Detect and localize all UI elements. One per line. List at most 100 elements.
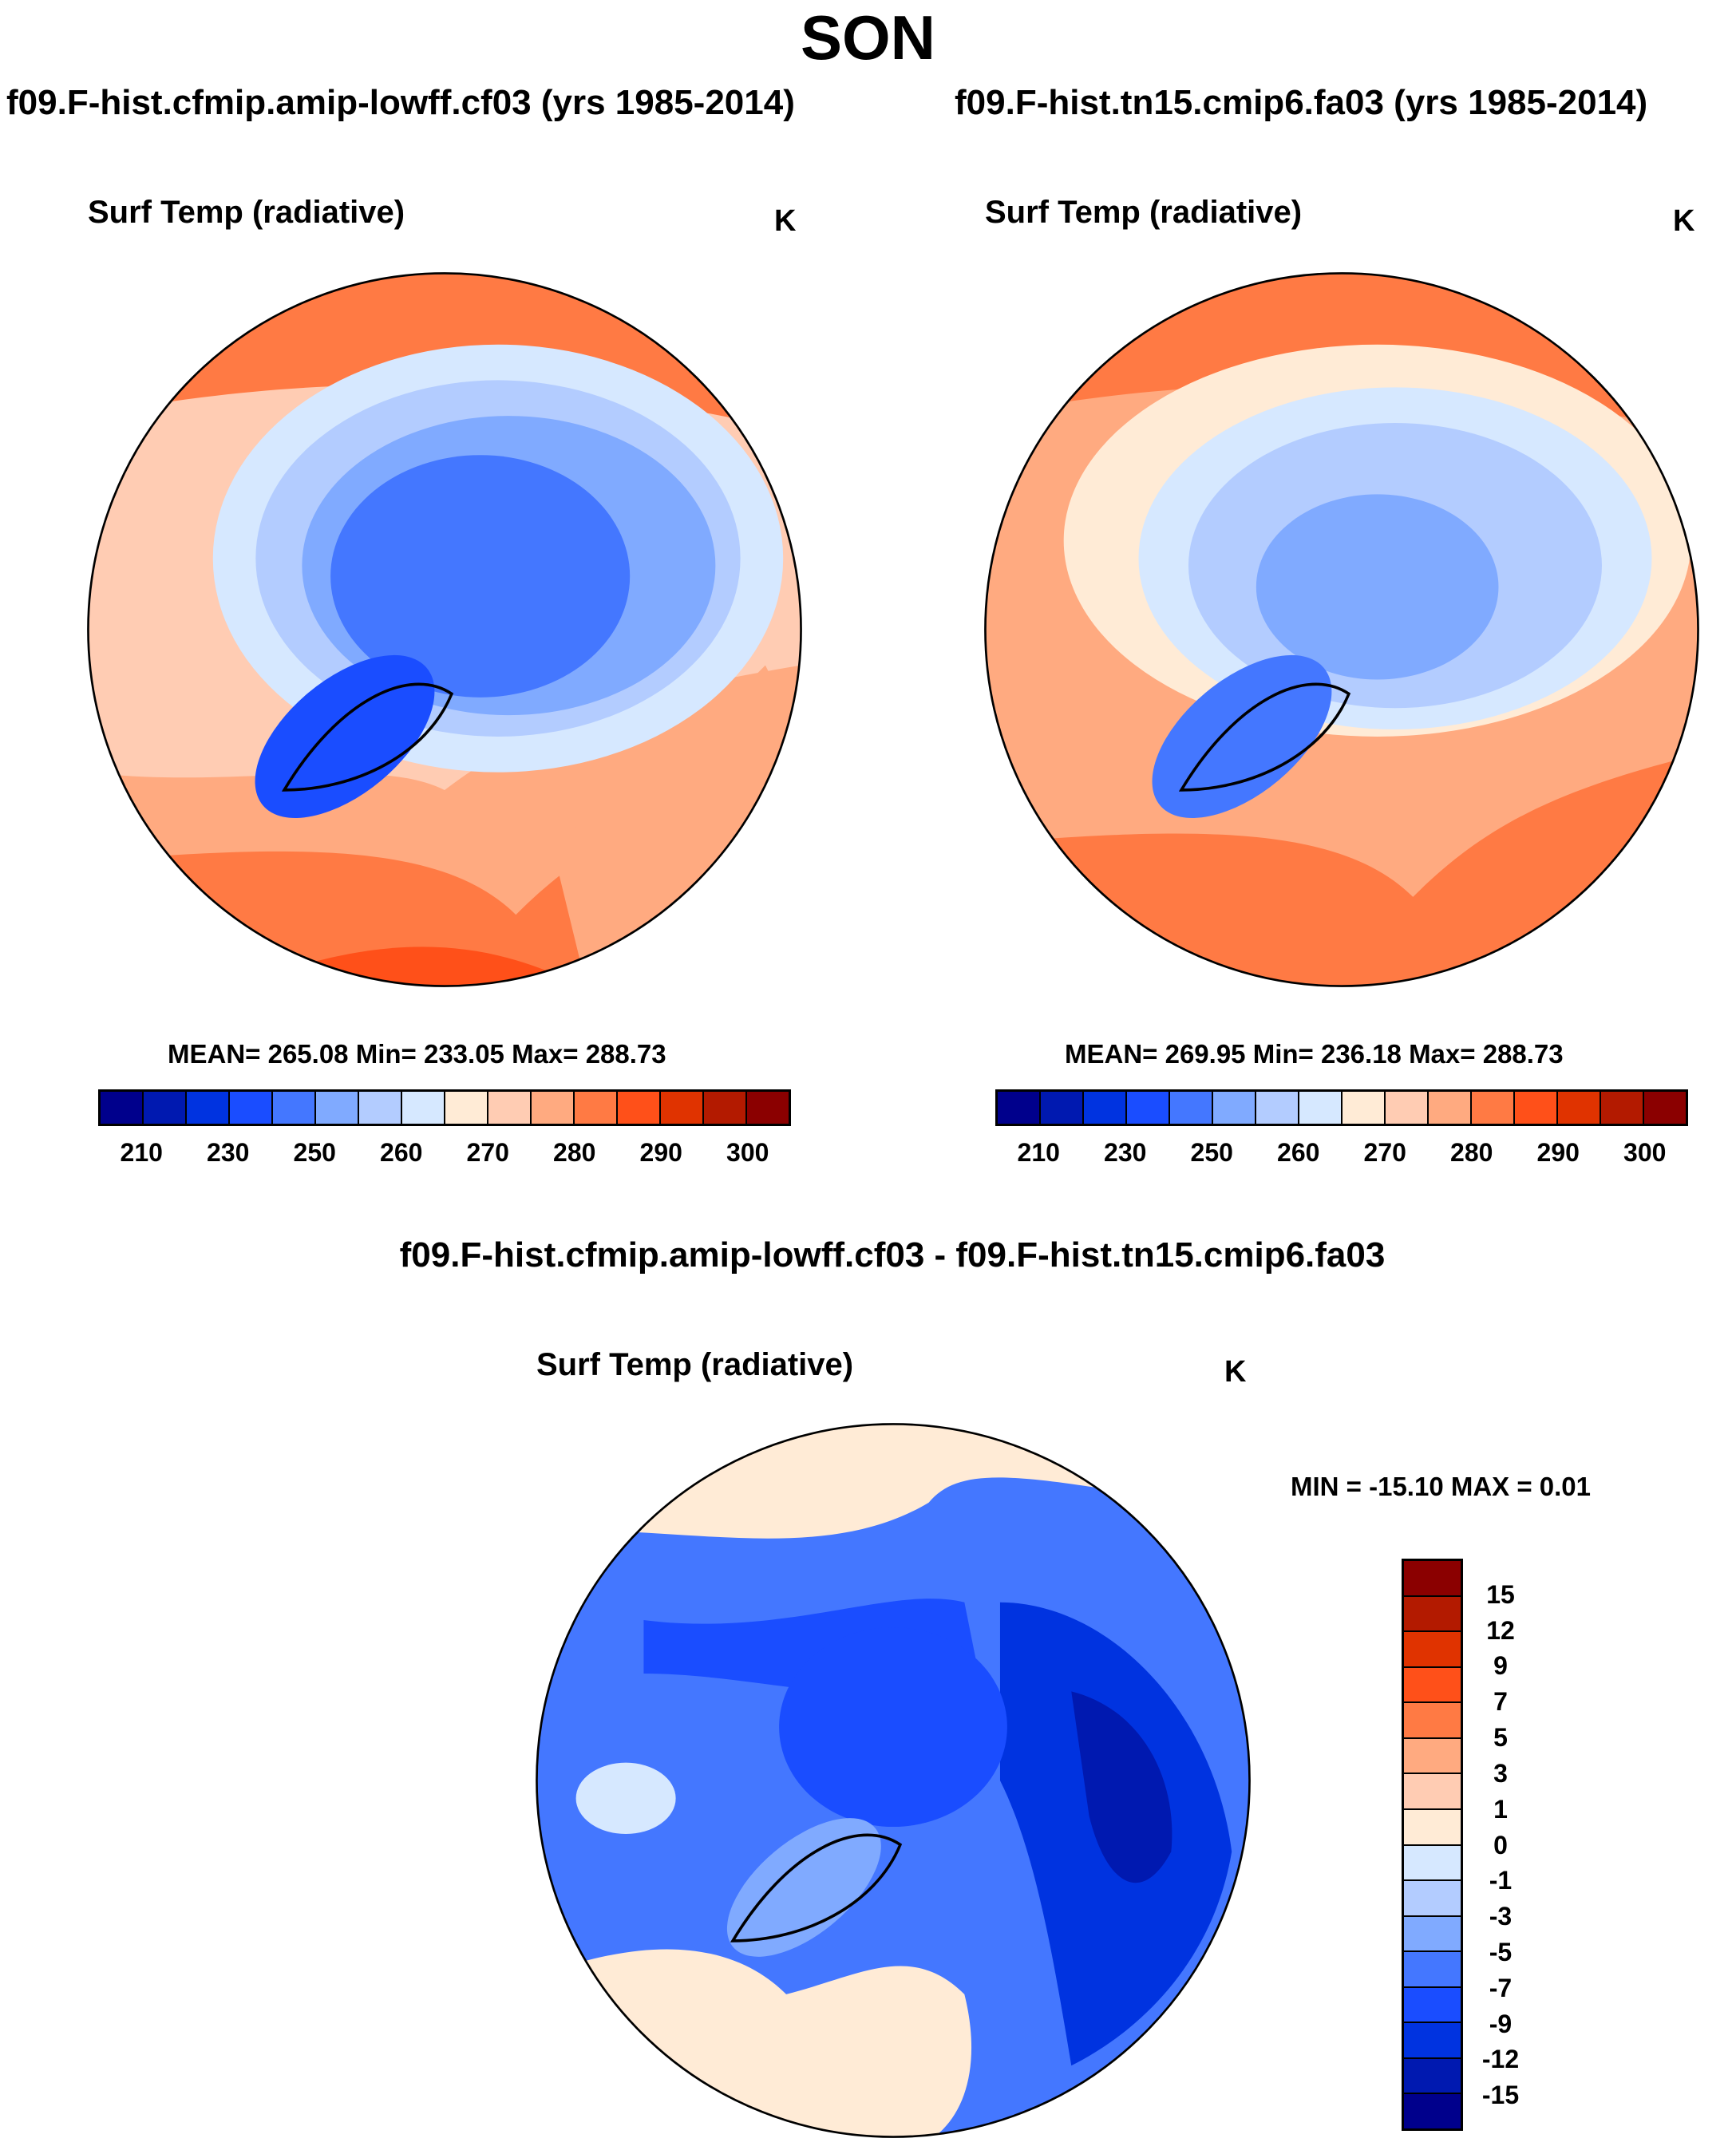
panel-3-units: K (1224, 1355, 1247, 1389)
colorbar-tick-label: 12 (1486, 1615, 1515, 1645)
colorbar-swatch (1404, 1774, 1461, 1810)
colorbar-swatch (1558, 1092, 1601, 1124)
colorbar-tick-label: 290 (639, 1138, 682, 1167)
colorbar-tick-label: -1 (1489, 1866, 1513, 1895)
panel-2-units: K (1673, 204, 1695, 238)
colorbar-tick-label: 260 (380, 1138, 423, 1167)
colorbar-swatch (230, 1092, 273, 1124)
colorbar-swatch (1404, 1845, 1461, 1882)
colorbar-swatch (1127, 1092, 1170, 1124)
colorbar-tick-label: -12 (1481, 2045, 1520, 2074)
colorbar-tick-label: 250 (293, 1138, 336, 1167)
colorbar-tick-label: 3 (1493, 1758, 1508, 1788)
colorbar-tick-label: 210 (1017, 1138, 1060, 1167)
colorbar-swatch (488, 1092, 532, 1124)
colorbar-swatch (1404, 1703, 1461, 1739)
colorbar-swatch (704, 1092, 747, 1124)
colorbar-tick-label: 300 (726, 1138, 769, 1167)
colorbar-swatch (1404, 1561, 1461, 1597)
atlantic-warmer-region (985, 754, 1698, 986)
colorbar-tick-label: 210 (120, 1138, 163, 1167)
colorbar-tick-label: 250 (1190, 1138, 1233, 1167)
panel-3-title: f09.F-hist.cfmip.amip-lowff.cf03 - f09.F… (399, 1235, 1386, 1275)
colorbar-swatch (575, 1092, 618, 1124)
hudson-bay-region (575, 1762, 676, 1834)
colorbar-tick-label: -3 (1489, 1902, 1513, 1931)
panel-3-stats: MIN = -15.10 MAX = 0.01 (1291, 1472, 1592, 1501)
colorbar-swatch (1404, 1632, 1461, 1668)
colorbar-swatch (1404, 1881, 1461, 1917)
colorbar-swatch (1429, 1092, 1472, 1124)
colorbar-tick-label: 1 (1493, 1794, 1508, 1824)
panel-1-title: f09.F-hist.cfmip.amip-lowff.cf03 (yrs 19… (6, 83, 795, 122)
colorbar-tick-label: 230 (207, 1138, 250, 1167)
colorbar-swatch (1256, 1092, 1299, 1124)
colorbar-swatch (1515, 1092, 1558, 1124)
panel-1-stats: MEAN= 265.08 Min= 233.05 Max= 288.73 (168, 1039, 666, 1069)
colorbar-swatch (359, 1092, 402, 1124)
colorbar-swatch (1404, 1809, 1461, 1846)
colorbar-swatch (1404, 1596, 1461, 1633)
colorbar-swatch (1404, 2094, 1461, 2128)
colorbar-swatch (316, 1092, 359, 1124)
colorbar-tick-label: 270 (1363, 1138, 1406, 1167)
colorbar-swatch (618, 1092, 661, 1124)
colorbar-swatch (747, 1092, 789, 1124)
colorbar-swatch (1404, 1987, 1461, 2024)
colorbar-swatch (1386, 1092, 1429, 1124)
colorbar-swatch (402, 1092, 445, 1124)
atlantic-neutral-region (536, 1949, 972, 2137)
colorbar-tick-label: 9 (1493, 1651, 1508, 1681)
colorbar-tick-label: 290 (1536, 1138, 1580, 1167)
panel-3-variable: Surf Temp (radiative) (536, 1347, 854, 1382)
panel-1-variable: Surf Temp (radiative) (88, 195, 405, 230)
siberia-coldest-region (1071, 1691, 1172, 1883)
colorbar-swatch (101, 1092, 144, 1124)
colorbar-tick-label: 15 (1486, 1579, 1515, 1609)
colorbar-swatch (998, 1092, 1041, 1124)
panel-2-colorbar (995, 1089, 1688, 1126)
colorbar-tick-label: 230 (1104, 1138, 1147, 1167)
colorbar-tick-label: 0 (1493, 1830, 1508, 1860)
greenland-region (726, 1818, 881, 1957)
colorbar-tick-label: -9 (1489, 2009, 1513, 2038)
colorbar-tick-label: 300 (1623, 1138, 1667, 1167)
greenland-coastline (281, 682, 454, 792)
colorbar-swatch (445, 1092, 488, 1124)
colorbar-swatch (1404, 1738, 1461, 1775)
colorbar-tick-label: 280 (553, 1138, 596, 1167)
colorbar-swatch (1404, 1916, 1461, 1953)
colorbar-swatch (532, 1092, 575, 1124)
colorbar-swatch (1084, 1092, 1127, 1124)
greenland-coastline (1178, 682, 1351, 792)
panel-2-stats: MEAN= 269.95 Min= 236.18 Max= 288.73 (1065, 1039, 1564, 1069)
panel-2-title: f09.F-hist.tn15.cmip6.fa03 (yrs 1985-201… (955, 83, 1648, 122)
colorbar-swatch (273, 1092, 316, 1124)
colorbar-tick-label: 270 (466, 1138, 509, 1167)
arctic-ocean-region (779, 1626, 1007, 1828)
panel-2-variable: Surf Temp (radiative) (985, 195, 1303, 230)
figure-title: SON (800, 2, 936, 73)
colorbar-tick-label: -7 (1489, 1973, 1513, 2002)
greenland-cold-region (255, 654, 435, 818)
colorbar-swatch (1343, 1092, 1386, 1124)
colorbar-tick-label: -15 (1481, 2081, 1520, 2110)
colorbar-swatch (1170, 1092, 1213, 1124)
greenland-coastline (730, 1833, 903, 1943)
colorbar-swatch (1404, 1952, 1461, 1988)
colorbar-swatch (1041, 1092, 1084, 1124)
contour-250 (1256, 494, 1499, 680)
panel-3-map (536, 1423, 1251, 2138)
colorbar-swatch (1213, 1092, 1256, 1124)
colorbar-swatch (1472, 1092, 1515, 1124)
contour-245 (330, 455, 631, 698)
greenland-cold-region (1152, 654, 1332, 818)
panel-3-colorbar (1402, 1559, 1463, 2131)
colorbar-swatch (1404, 2058, 1461, 2095)
colorbar-swatch (1601, 1092, 1644, 1124)
colorbar-tick-label: 280 (1450, 1138, 1493, 1167)
colorbar-swatch (144, 1092, 187, 1124)
panel-1-colorbar (98, 1089, 791, 1126)
colorbar-tick-label: 260 (1277, 1138, 1320, 1167)
colorbar-tick-label: 5 (1493, 1723, 1508, 1753)
